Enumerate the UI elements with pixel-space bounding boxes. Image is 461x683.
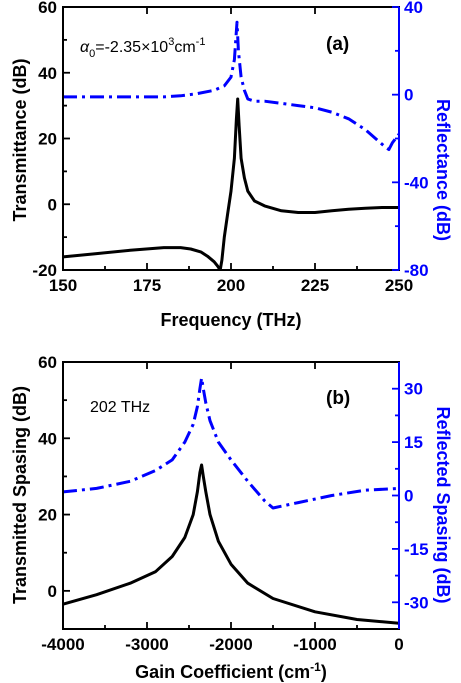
panel-a-annotation-sub: 0 — [89, 48, 95, 60]
panel-a-annotation: α0=-2.35×103cm-1 — [80, 36, 205, 60]
panel-b-xtick-label: -4000 — [41, 635, 84, 654]
panel-a-ytick-label: 40 — [38, 64, 57, 83]
panel-a-xtick-label: 175 — [133, 276, 161, 295]
panel-a-ytick-right-label: 40 — [404, 0, 423, 17]
panel-b-xlabel: Gain Coefficient (cm-1) — [135, 660, 327, 682]
panel-b-xlabel-sup: -1 — [310, 660, 321, 674]
panel-b-ticks: -4000 -3000 -2000 -1000 0 0 20 40 60 -30 -15 0 15 30 — [38, 353, 429, 654]
panel-a-xtick-label: 225 — [301, 276, 329, 295]
panel-a-ytick-right-label: -80 — [404, 261, 429, 280]
panel-b-ytick-right-label: 0 — [404, 487, 413, 506]
panel-a-ylabel: Transmittance (dB) — [10, 58, 30, 221]
panel-a-ylabel-right: Reflectance (dB) — [433, 99, 453, 241]
panel-a-ytick-label: 20 — [38, 130, 57, 149]
panel-b-xtick-label: -3000 — [125, 635, 168, 654]
panel-b-xtick-label: -1000 — [293, 635, 336, 654]
panel-b-ytick-label: 0 — [48, 582, 57, 601]
panel-a-xtick-label: 250 — [385, 276, 413, 295]
panel-b-ytick-right-label: -30 — [404, 593, 429, 612]
panel-a-annotation-greek: α — [80, 39, 90, 56]
panel-a-xtick-label: 150 — [49, 276, 77, 295]
panel-a-annotation-sup: 3 — [168, 36, 174, 48]
panel-a-series-left-line — [63, 97, 399, 270]
panel-a-plot-area — [63, 20, 399, 270]
panel-b-ytick-right-label: 15 — [404, 433, 423, 452]
panel-b-ytick-label: 40 — [38, 429, 57, 448]
panel-b: -4000 -3000 -2000 -1000 00204060-30-1501530 … — [10, 353, 453, 682]
panel-a-annotation-unit-sup: -1 — [196, 36, 206, 48]
panel-a-ytick-right-label: -40 — [404, 173, 429, 192]
panel-a-ytick-label: -20 — [32, 261, 57, 280]
panel-b-plot-area — [63, 376, 399, 625]
panel-b-label: (b) — [326, 388, 350, 409]
panel-a-ticks: 150 175 200 225 250 -20 0 20 40 60 -80 -40 0 40 — [32, 0, 428, 295]
panel-b-ylabel-right: Reflected Spasing (dB) — [433, 406, 453, 603]
panel-a-annotation-unit: cm — [174, 39, 195, 56]
panel-b-ytick-label: 20 — [38, 506, 57, 525]
panel-b-xlabel-close: ) — [321, 662, 327, 682]
panel-a-label: (a) — [326, 34, 349, 55]
panel-b-ytick-label: 60 — [38, 353, 57, 372]
panel-a-xtick-label: 200 — [217, 276, 245, 295]
panel-b-ytick-right-label: 30 — [404, 380, 423, 399]
panel-a: 150 175 200 225 250 -20 0 20 40 60 -80 -40 0 40 (a) α… — [10, 0, 453, 330]
panel-b-ytick-right-label: -15 — [404, 540, 429, 559]
panel-a-xlabel: Frequency (THz) — [160, 310, 301, 330]
panel-b-series-left-line — [63, 463, 399, 625]
panel-a-ytick-label: 60 — [38, 0, 57, 17]
panel-b-xtick-label: 0 — [394, 635, 403, 654]
panel-b-series-right-line — [63, 376, 399, 510]
panel-b-annotation: 202 THz — [90, 399, 150, 416]
panel-a-annotation-pre: =-2.35×10 — [95, 39, 168, 56]
panel-b-xlabel-main: Gain Coefficient (cm — [135, 662, 310, 682]
panel-b-xtick-label: -2000 — [209, 635, 252, 654]
panel-a-series-right-line — [63, 20, 399, 151]
panel-a-ytick-right-label: 0 — [404, 86, 413, 105]
panel-a-ytick-label: 0 — [48, 195, 57, 214]
panel-b-ylabel: Transmitted Spasing (dB) — [10, 386, 30, 604]
